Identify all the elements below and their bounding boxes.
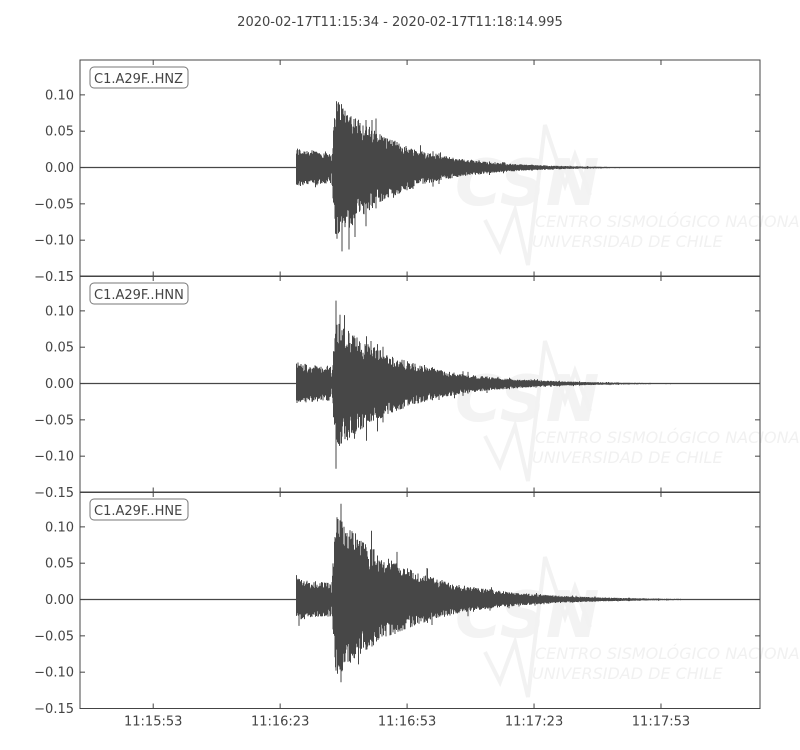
figure-title: 2020-02-17T11:15:34 - 2020-02-17T11:18:1…	[237, 15, 563, 30]
y-tick-label: 0.00	[45, 593, 74, 608]
channel-label-box: C1.A29F..HNE	[89, 498, 189, 521]
y-tick-label: 0.05	[45, 125, 74, 140]
channel-label: C1.A29F..HNE	[94, 504, 182, 519]
y-tick-label: 0.00	[45, 377, 74, 392]
y-tick-label: −0.05	[34, 629, 74, 644]
y-tick-label: 0.10	[45, 304, 74, 319]
x-tick-label: 11:17:53	[632, 715, 690, 730]
y-tick-label: 0.10	[45, 520, 74, 535]
channel-label-box: C1.A29F..HNN	[89, 282, 189, 305]
y-tick-label: −0.15	[34, 486, 74, 501]
y-tick-label: −0.15	[34, 270, 74, 285]
y-tick-label: −0.10	[34, 666, 74, 681]
watermark-wave-icon	[483, 340, 592, 482]
watermark-line2: UNIVERSIDAD DE CHILE	[532, 448, 723, 467]
watermark-wave-icon	[483, 124, 592, 266]
y-tick-label: 0.05	[45, 341, 74, 356]
y-tick-label: −0.05	[34, 413, 74, 428]
label-box	[89, 282, 189, 305]
channel-label-box: C1.A29F..HNZ	[89, 66, 189, 89]
channel-label: C1.A29F..HNZ	[94, 72, 183, 87]
label-box	[89, 66, 189, 89]
watermark-wave-icon	[483, 556, 592, 698]
watermark-line1: CENTRO SISMOLÓGICO NACIONAL	[535, 428, 800, 447]
y-tick-label: 0.05	[45, 557, 74, 572]
watermark-line1: CENTRO SISMOLÓGICO NACIONAL	[535, 212, 800, 231]
channel-label: C1.A29F..HNN	[94, 288, 184, 303]
y-tick-label: 0.10	[45, 88, 74, 103]
watermark-line2: UNIVERSIDAD DE CHILE	[532, 664, 723, 683]
x-tick-label: 11:16:23	[251, 715, 309, 730]
watermark-line2: UNIVERSIDAD DE CHILE	[532, 232, 723, 251]
y-tick-label: −0.10	[34, 234, 74, 249]
x-tick-label: 11:17:23	[505, 715, 563, 730]
y-tick-label: −0.05	[34, 197, 74, 212]
watermark-line1: CENTRO SISMOLÓGICO NACIONAL	[535, 644, 800, 663]
label-box	[89, 498, 189, 521]
y-tick-label: −0.15	[34, 702, 74, 717]
y-tick-label: 0.00	[45, 161, 74, 176]
axes-frame	[79, 491, 761, 709]
x-tick-label: 11:15:53	[124, 715, 182, 730]
x-tick-label: 11:16:53	[378, 715, 436, 730]
y-tick-label: −0.10	[34, 450, 74, 465]
